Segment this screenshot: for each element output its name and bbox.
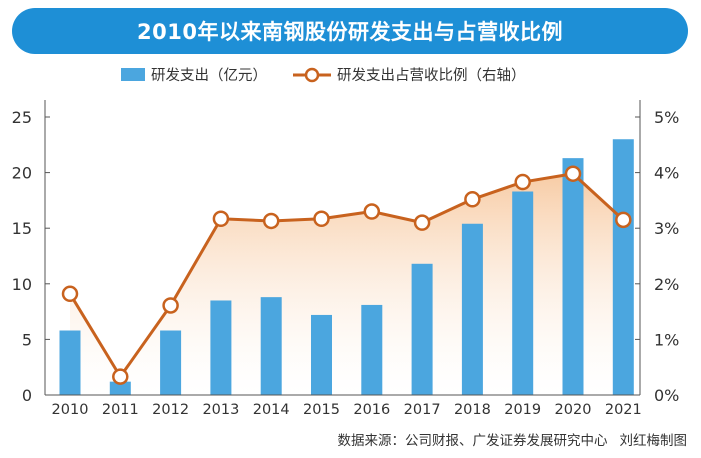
x-tick-label: 2014	[253, 402, 290, 418]
bar-2020	[562, 158, 584, 395]
right-tick-label: 2%	[654, 275, 679, 294]
line-point-2014	[262, 212, 280, 230]
bar-2011	[109, 381, 131, 395]
line-point-2012	[162, 297, 179, 314]
line-point-2021	[615, 211, 632, 229]
left-tick-label: 0	[22, 386, 32, 405]
line-point-2011	[112, 368, 129, 385]
x-tick-label: 2018	[454, 402, 491, 418]
source-note: 数据来源：公司财报、广发证券发展研究中心 刘红梅制图	[338, 429, 688, 449]
legend-bar-swatch	[121, 68, 145, 81]
right-tick-label: 3%	[654, 219, 679, 238]
bar-2016	[361, 304, 383, 395]
x-tick-label: 2019	[504, 402, 541, 418]
legend: 研发支出（亿元） 研发支出占营收比例（右轴）	[121, 67, 526, 84]
bar-2012	[160, 330, 182, 395]
right-tick-label: 5%	[654, 108, 679, 127]
legend-bar-label: 研发支出（亿元）	[151, 67, 267, 84]
chart-title: 2010年以来南钢股份研发支出与占营收比例	[12, 8, 688, 54]
right-tick-label: 1%	[654, 330, 679, 349]
x-tick-label: 2012	[152, 402, 189, 418]
line-point-2015	[313, 210, 330, 227]
bar-2015	[311, 314, 332, 395]
line-series-path	[68, 172, 625, 379]
author-credit: 刘红梅制图	[619, 433, 688, 449]
left-tick-label: 5	[22, 330, 32, 349]
line-point-2018	[464, 191, 481, 208]
line-point-2013	[212, 210, 230, 227]
line-point-2016	[363, 203, 381, 220]
line-point-2019	[514, 173, 531, 191]
right-tick-label: 0%	[654, 386, 679, 405]
legend-line-label: 研发支出占营收比例（右轴）	[337, 67, 526, 84]
x-tick-label: 2016	[353, 402, 390, 418]
x-tick-label: 2010	[52, 402, 89, 418]
bar-2021	[612, 139, 634, 395]
right-tick-label: 4%	[654, 164, 679, 183]
bar-2018	[461, 223, 483, 395]
x-tick-label: 2011	[102, 402, 139, 418]
left-tick-label: 25	[12, 108, 32, 127]
left-tick-label: 20	[12, 164, 32, 183]
bar-2010	[59, 330, 81, 395]
line-area-layer	[70, 173, 624, 395]
bar-2013	[210, 300, 232, 395]
left-tick-label: 10	[12, 275, 32, 294]
line-layer	[61, 165, 632, 385]
x-tick-label: 2013	[202, 402, 239, 418]
line-point-2020	[564, 165, 582, 182]
bar-2017	[411, 263, 433, 395]
left-tick-label: 15	[12, 219, 32, 238]
x-tick-label: 2021	[605, 402, 642, 418]
x-tick-label: 2020	[555, 402, 592, 418]
legend-line-marker	[304, 67, 320, 83]
line-point-2017	[413, 214, 431, 231]
axis-layer: 0 5 10 15 20 25 0% 1% 2% 3% 4% 5% 2010 2011 2012 2013 20…	[12, 100, 679, 418]
line-area-fill	[70, 173, 624, 395]
x-tick-label: 2015	[303, 402, 340, 418]
bar-2019	[512, 191, 534, 395]
source-text: 数据来源：公司财报、广发证券发展研究中心	[337, 433, 608, 449]
bar-layer	[59, 139, 634, 395]
line-point-2010	[61, 285, 79, 303]
bar-2014	[260, 297, 282, 395]
x-tick-label: 2017	[404, 402, 441, 418]
